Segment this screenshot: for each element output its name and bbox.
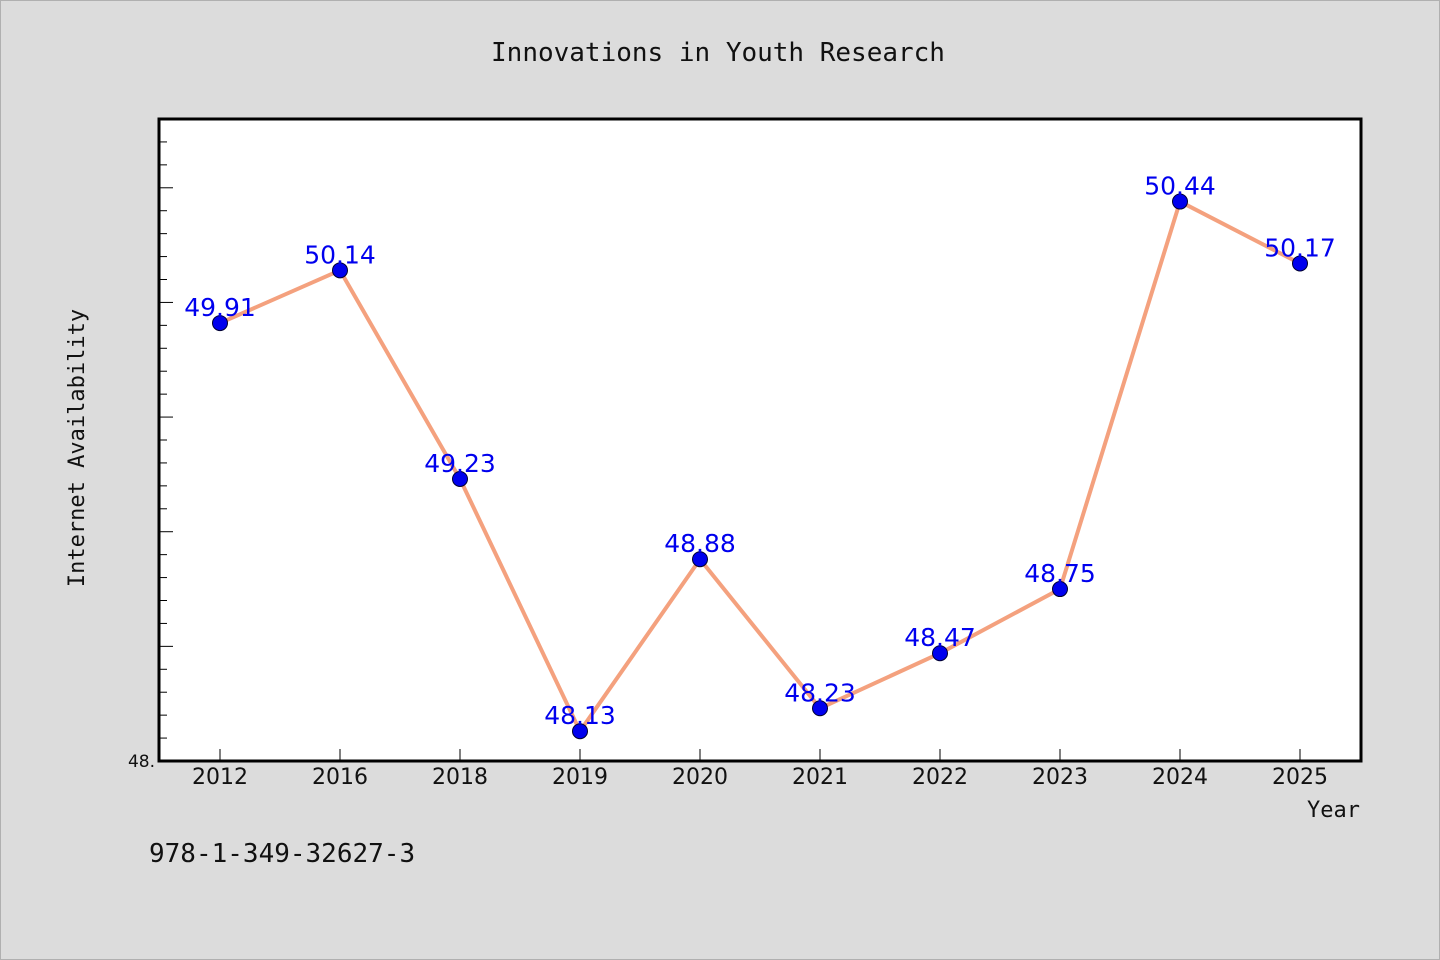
data-point[interactable] <box>212 315 228 332</box>
data-label: 49.23 <box>424 449 496 478</box>
x-tick-label: 2019 <box>552 765 608 790</box>
data-label: 49.91 <box>184 293 256 322</box>
data-label: 48.13 <box>544 701 616 730</box>
data-point[interactable] <box>932 645 948 662</box>
x-tick-label: 2025 <box>1272 765 1328 790</box>
isbn-text: 978-1-349-32627-3 <box>149 839 415 869</box>
data-point[interactable] <box>572 723 588 740</box>
x-tick-label: 2018 <box>432 765 488 790</box>
x-tick-label: 2023 <box>1032 765 1088 790</box>
x-axis-ticks: 2012 2016 2018 2019 2020 2021 2022 2023 2024 2025 <box>192 749 1328 790</box>
chart-title: Innovations in Youth Research <box>491 38 945 68</box>
x-tick-label: 2016 <box>312 765 368 790</box>
x-axis-label: Year <box>1307 798 1360 823</box>
series-group: 49.91 50.14 49.23 48.13 48.88 48.23 48.47 48.75… <box>184 172 1336 740</box>
data-point[interactable] <box>452 470 468 487</box>
data-label: 48.47 <box>904 623 976 652</box>
data-point[interactable] <box>692 551 708 568</box>
y-axis-ticks: 48. <box>128 141 173 772</box>
y-axis-label: Internet Availability <box>65 309 90 587</box>
data-point[interactable] <box>1172 193 1188 210</box>
data-label: 48.75 <box>1024 559 1096 588</box>
x-tick-label: 2020 <box>672 765 728 790</box>
x-tick-label: 2024 <box>1152 765 1208 790</box>
x-tick-label: 2021 <box>792 765 848 790</box>
data-label: 48.23 <box>784 678 856 707</box>
x-tick-label: 2012 <box>192 765 248 790</box>
data-point[interactable] <box>812 700 828 717</box>
series-line <box>218 199 1302 734</box>
data-point[interactable] <box>332 262 348 279</box>
data-label: 50.44 <box>1144 172 1216 201</box>
plot-area <box>157 117 1363 763</box>
y-tick-label: 48. <box>128 752 155 772</box>
x-tick-label: 2022 <box>912 765 968 790</box>
data-label: 50.14 <box>304 240 376 269</box>
data-label: 50.17 <box>1264 233 1336 262</box>
data-point[interactable] <box>1292 255 1308 272</box>
data-label: 48.88 <box>664 529 736 558</box>
data-point[interactable] <box>1052 581 1068 598</box>
